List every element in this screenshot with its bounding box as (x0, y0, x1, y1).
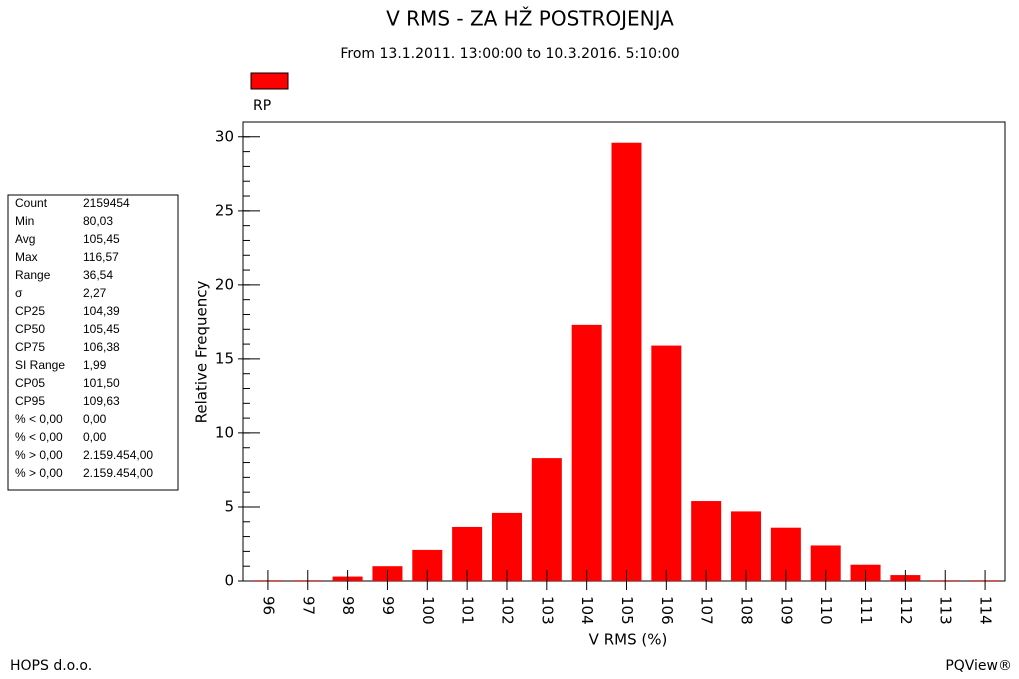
y-tick-label: 15 (215, 349, 234, 367)
y-tick-label: 25 (215, 201, 234, 219)
stat-value: 104,39 (83, 304, 120, 318)
y-tick-label: 30 (215, 127, 234, 145)
stats-box (7, 194, 179, 491)
stat-name: % < 0,00 (15, 430, 63, 444)
stat-value: 0,00 (83, 412, 107, 426)
stat-name: Max (15, 250, 38, 264)
stat-name: CP95 (15, 394, 45, 408)
x-tick-label: 100 (419, 596, 437, 625)
stat-name: % < 0,00 (15, 412, 63, 426)
stat-name: CP75 (15, 340, 45, 354)
stat-value: 106,38 (83, 340, 120, 354)
stat-value: 101,50 (83, 376, 120, 390)
x-tick-label: 114 (977, 596, 995, 625)
bar (611, 142, 642, 581)
x-axis-label: V RMS (%) (589, 631, 668, 649)
stat-value: 105,45 (83, 232, 120, 246)
chart-title: V RMS - ZA HŽ POSTROJENJA (386, 7, 674, 31)
footer-right: PQView® (945, 658, 1012, 674)
y-tick-label: 20 (215, 275, 234, 293)
x-tick-label: 98 (339, 596, 357, 615)
stat-value: 109,63 (83, 394, 120, 408)
x-tick-label: 96 (259, 596, 277, 615)
stat-name: Count (15, 196, 48, 210)
stat-name: σ (15, 286, 23, 300)
chart-subtitle: From 13.1.2011. 13:00:00 to 10.3.2016. 5… (340, 46, 679, 62)
stat-value: 2.159.454,00 (83, 466, 153, 480)
stat-value: 36,54 (83, 268, 113, 282)
y-tick-label: 0 (224, 572, 234, 590)
legend-swatch (250, 72, 289, 90)
stat-value: 2159454 (83, 196, 130, 210)
stat-name: Range (15, 268, 51, 282)
x-tick-label: 110 (817, 596, 835, 625)
stat-name: CP25 (15, 304, 45, 318)
stat-value: 0,00 (83, 430, 107, 444)
x-tick-label: 101 (459, 596, 477, 625)
stat-value: 116,57 (83, 250, 119, 264)
x-tick-label: 103 (538, 596, 556, 625)
y-tick-label: 10 (215, 423, 234, 441)
bar (731, 511, 762, 581)
x-tick-label: 105 (618, 596, 636, 625)
x-tick-label: 107 (698, 596, 716, 625)
bar (691, 501, 722, 581)
stat-name: Avg (15, 232, 35, 246)
x-tick-label: 111 (857, 596, 875, 625)
stat-name: CP50 (15, 322, 45, 336)
footer-left: HOPS d.o.o. (10, 658, 92, 674)
bar (491, 512, 522, 581)
stat-name: CP05 (15, 376, 45, 390)
stat-value: 2.159.454,00 (83, 448, 153, 462)
stat-name: % > 0,00 (15, 466, 63, 480)
y-tick-label: 5 (224, 497, 234, 515)
legend-label: RP (253, 98, 271, 114)
bar (651, 345, 682, 581)
stat-name: % > 0,00 (15, 448, 63, 462)
x-tick-label: 104 (578, 596, 596, 625)
x-tick-label: 109 (777, 596, 795, 625)
x-tick-label: 106 (658, 596, 676, 625)
stat-value: 2,27 (83, 286, 107, 300)
y-axis-label: Relative Frequency (193, 281, 211, 424)
x-tick-label: 102 (498, 596, 516, 625)
x-tick-label: 113 (937, 596, 955, 625)
x-tick-label: 108 (738, 596, 756, 625)
stat-value: 1,99 (83, 358, 107, 372)
bar (531, 458, 562, 581)
stat-name: Min (15, 214, 34, 228)
x-tick-label: 112 (897, 596, 915, 625)
bar (571, 324, 602, 581)
stat-value: 80,03 (83, 214, 113, 228)
x-tick-label: 97 (299, 596, 317, 615)
stat-value: 105,45 (83, 322, 120, 336)
stat-name: SI Range (15, 358, 65, 372)
x-tick-label: 99 (379, 596, 397, 615)
